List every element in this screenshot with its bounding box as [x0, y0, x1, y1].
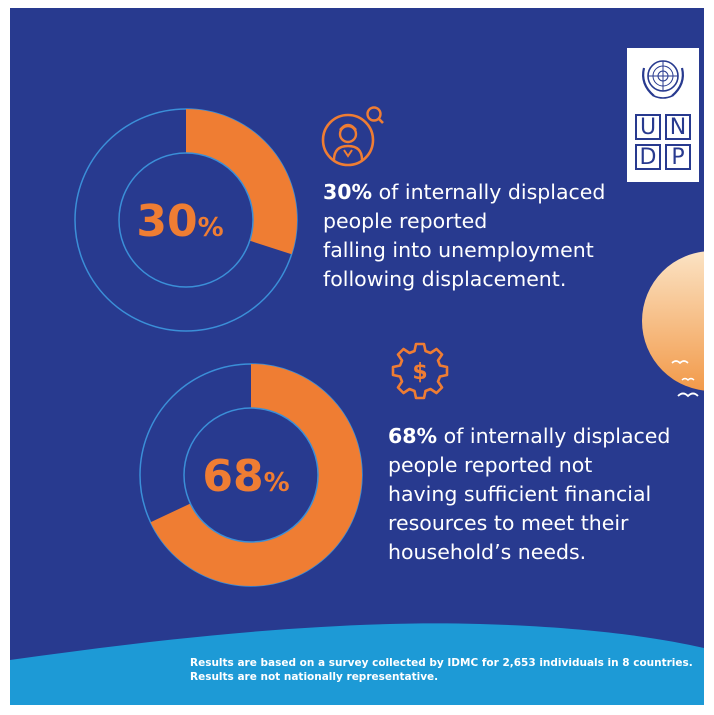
undp-logo: U N D P	[627, 48, 699, 182]
stat-line: 68% of internally displaced	[388, 422, 670, 451]
stat-text-financial: 68% of internally displaced people repor…	[388, 422, 670, 567]
svg-text:$: $	[412, 360, 427, 385]
job-seeker-icon	[321, 106, 384, 167]
stat-highlight: 30%	[323, 180, 373, 204]
un-emblem-icon	[642, 60, 684, 99]
stat-line: people reported	[323, 209, 488, 233]
donut-center-unit: %	[264, 468, 290, 498]
stat-line: resources to meet their	[388, 511, 629, 535]
donut-center-number: 30	[136, 196, 197, 247]
birds-icon	[671, 360, 699, 398]
logo-letter-u: U	[635, 114, 661, 140]
footnote: Results are based on a survey collected …	[190, 656, 693, 684]
logo-letter-n: N	[665, 114, 691, 140]
stat-highlight: 68%	[388, 424, 438, 448]
stat-line: falling into unemployment	[323, 238, 594, 262]
logo-letter-d: D	[635, 144, 661, 170]
stat-line: having sufficient financial	[388, 482, 652, 506]
stat-text-unemployment: 30% of internally displaced people repor…	[323, 178, 605, 294]
stat-line: people reported not	[388, 453, 593, 477]
stat-line-rest: of internally displaced	[437, 424, 671, 448]
donut-chart-financial: 68%	[139, 363, 363, 587]
donut-chart-unemployment: 30%	[74, 108, 298, 332]
donut-inner-ring	[183, 407, 319, 543]
footnote-line-1: Results are based on a survey collected …	[190, 657, 693, 669]
footnote-line-2: Results are not nationally representativ…	[190, 671, 439, 683]
stat-line-rest: of internally displaced	[372, 180, 606, 204]
donut-inner-ring	[118, 152, 254, 288]
sun-icon	[642, 251, 704, 391]
wave-shape	[10, 623, 704, 705]
donut-center-label: 30%	[136, 196, 223, 247]
stat-line: household’s needs.	[388, 540, 587, 564]
donut-center-label: 68%	[202, 451, 289, 502]
infographic-canvas: U N D P 30% 68% $	[10, 8, 704, 705]
stat-line: following displacement.	[323, 267, 567, 291]
donut-center-number: 68	[202, 451, 263, 502]
logo-letter-p: P	[665, 144, 691, 170]
dollar-gear-icon: $	[391, 342, 449, 400]
donut-center-unit: %	[198, 213, 224, 243]
stat-line: 30% of internally displaced	[323, 178, 605, 207]
